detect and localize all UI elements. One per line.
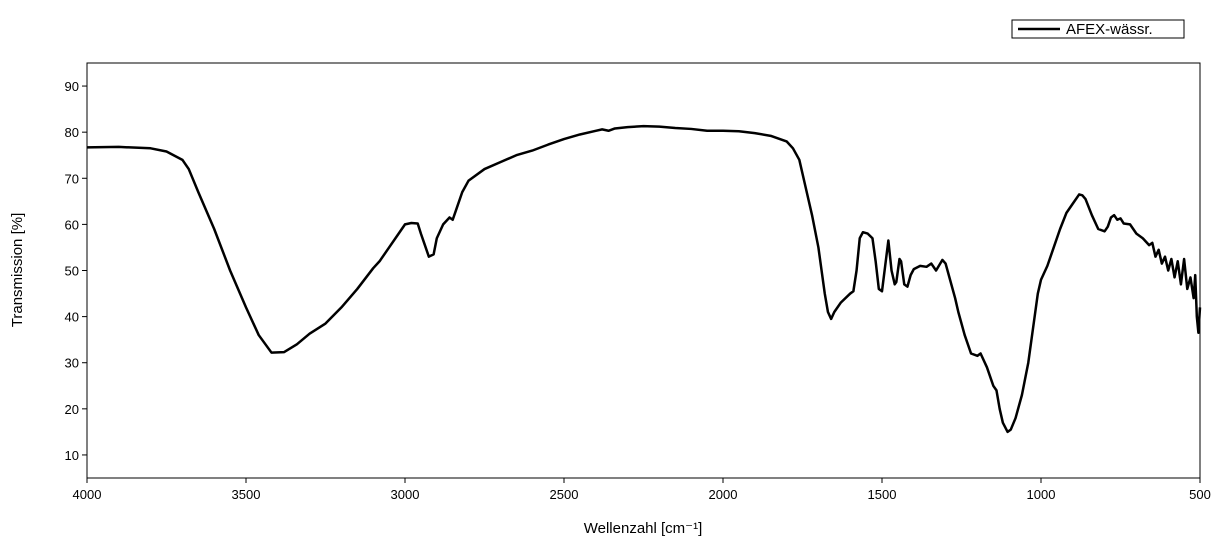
x-tick-label: 4000 (73, 487, 102, 502)
y-tick-label: 20 (65, 402, 79, 417)
spectrum-line (86, 124, 1202, 434)
x-tick-label: 500 (1189, 487, 1211, 502)
x-tick-label: 2000 (709, 487, 738, 502)
y-tick-label: 10 (65, 448, 79, 463)
legend-box (1011, 19, 1185, 39)
y-tick-label: 40 (65, 310, 79, 325)
x-tick-label: 3500 (232, 487, 261, 502)
y-tick-label: 30 (65, 356, 79, 371)
x-tick-label: 1500 (868, 487, 897, 502)
x-tick-label: 1000 (1027, 487, 1056, 502)
x-tick-label: 2500 (550, 487, 579, 502)
y-axis-label: Transmission [%] (9, 213, 26, 327)
y-tick-label: 50 (65, 264, 79, 279)
y-tick-label: 80 (65, 125, 79, 140)
y-tick-label: 60 (65, 217, 79, 232)
x-axis-label: Wellenzahl [cm⁻¹] (584, 520, 703, 537)
legend-label: AFEX-wässr. (1066, 21, 1153, 38)
y-tick-label: 70 (65, 171, 79, 186)
y-tick-label: 90 (65, 79, 79, 94)
x-tick-label: 3000 (391, 487, 420, 502)
